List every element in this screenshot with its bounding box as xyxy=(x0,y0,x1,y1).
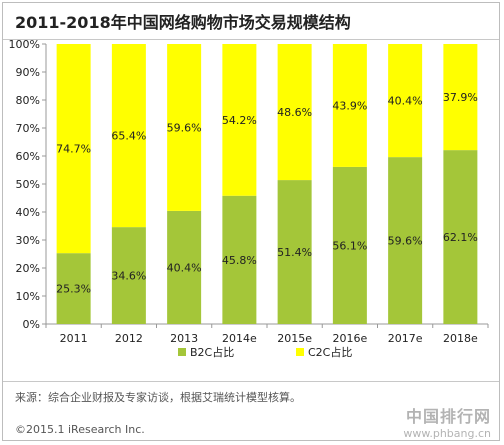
bar-b2c xyxy=(443,150,478,324)
data-label-b2c: 40.4% xyxy=(167,261,202,274)
y-tick-label: 0% xyxy=(23,318,40,331)
bar-b2c xyxy=(388,157,423,324)
x-tick-label: 2013 xyxy=(170,332,198,345)
watermark-url: www.phbang.cn xyxy=(403,427,491,440)
bar-c2c xyxy=(56,44,91,254)
data-label-b2c: 45.8% xyxy=(222,254,257,267)
legend-swatch-c2c xyxy=(296,348,304,356)
source-note: 来源：综合企业财报及专家访谈，根据艾瑞统计模型核算。 xyxy=(15,391,301,404)
y-tick-label: 80% xyxy=(16,94,40,107)
watermark-logo: 中国排行网 www.phbang.cn xyxy=(403,403,491,440)
x-tick-label: 2014e xyxy=(222,332,257,345)
bar-c2c xyxy=(111,44,146,228)
data-label-b2c: 59.6% xyxy=(388,235,423,248)
x-tick-label: 2018e xyxy=(443,332,478,345)
data-label-c2c: 65.4% xyxy=(111,130,146,143)
y-tick-label: 100% xyxy=(9,38,40,51)
bar-b2c xyxy=(56,253,91,324)
bar-c2c xyxy=(332,44,367,167)
bar-c2c xyxy=(388,44,423,158)
data-label-b2c: 51.4% xyxy=(277,246,312,259)
copyright-note: ©2015.1 iResearch Inc. xyxy=(15,423,145,436)
bar-b2c xyxy=(111,227,146,324)
title-divider xyxy=(3,39,499,40)
y-tick-label: 20% xyxy=(16,262,40,275)
y-tick-label: 10% xyxy=(16,290,40,303)
bar-c2c xyxy=(277,44,312,181)
watermark-name: 中国排行网 xyxy=(405,407,491,426)
x-tick-label: 2016e xyxy=(332,332,367,345)
y-tick-label: 70% xyxy=(16,122,40,135)
bar-b2c xyxy=(277,180,312,324)
chart-title: 2011-2018年中国网络购物市场交易规模结构 xyxy=(15,13,351,32)
bar-c2c xyxy=(167,44,202,211)
data-label-b2c: 62.1% xyxy=(443,231,478,244)
legend-label-c2c: C2C占比 xyxy=(308,345,352,359)
y-tick-label: 40% xyxy=(16,206,40,219)
data-label-c2c: 37.9% xyxy=(443,91,478,104)
legend-label-b2c: B2C占比 xyxy=(190,345,234,359)
data-label-c2c: 74.7% xyxy=(56,143,91,156)
footer-divider xyxy=(3,381,499,382)
bar-c2c xyxy=(443,44,478,151)
y-tick-label: 60% xyxy=(16,150,40,163)
bar-b2c xyxy=(332,166,367,324)
x-tick-label: 2017e xyxy=(388,332,423,345)
bar-b2c xyxy=(222,195,257,324)
data-label-c2c: 40.4% xyxy=(388,95,423,108)
data-label-b2c: 34.6% xyxy=(111,270,146,283)
legend-swatch-b2c xyxy=(178,348,186,356)
data-label-b2c: 56.1% xyxy=(332,239,367,252)
bar-b2c xyxy=(167,210,202,324)
x-tick-label: 2011 xyxy=(60,332,88,345)
data-label-c2c: 48.6% xyxy=(277,106,312,119)
data-label-c2c: 43.9% xyxy=(332,99,367,112)
y-tick-label: 90% xyxy=(16,66,40,79)
y-tick-label: 50% xyxy=(16,178,40,191)
x-tick-label: 2015e xyxy=(277,332,312,345)
data-label-c2c: 59.6% xyxy=(167,121,202,134)
y-tick-label: 30% xyxy=(16,234,40,247)
bar-c2c xyxy=(222,44,257,196)
data-label-b2c: 25.3% xyxy=(56,283,91,296)
data-label-c2c: 54.2% xyxy=(222,114,257,127)
x-tick-label: 2012 xyxy=(115,332,143,345)
